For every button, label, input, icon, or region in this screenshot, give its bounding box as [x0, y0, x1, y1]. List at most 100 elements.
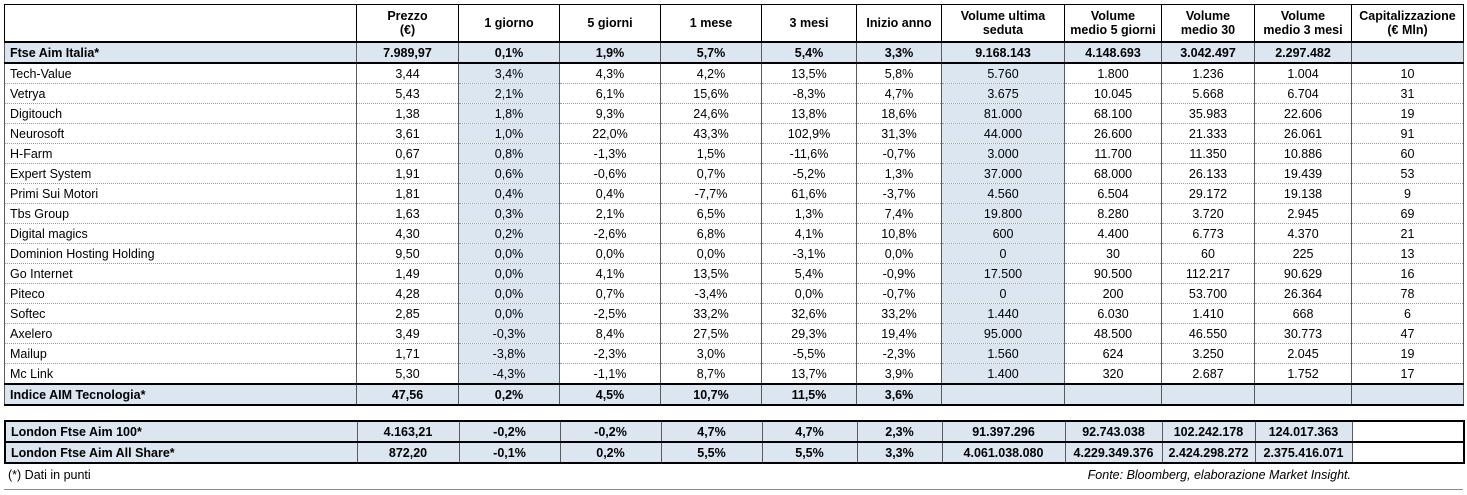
data-cell: 47,56	[356, 383, 459, 406]
data-cell: 35.983	[1161, 103, 1255, 124]
data-cell: 6.704	[1254, 83, 1352, 104]
data-cell: 0,0%	[856, 243, 942, 264]
row-go-internet: Go Internet 1,49 0,0% 4,1% 13,5% 5,4% -0,9% 17.…	[4, 263, 1464, 284]
data-cell: 0,0%	[458, 283, 560, 304]
data-cell: 61,6%	[761, 183, 857, 204]
name-cell: Digital magics	[4, 223, 357, 244]
data-cell: 68.100	[1064, 103, 1162, 124]
data-cell: 13,5%	[660, 263, 762, 284]
data-cell: 90.500	[1064, 263, 1162, 284]
data-cell: 2.375.416.071	[1254, 441, 1353, 464]
data-cell: 1.560	[941, 343, 1065, 364]
data-cell: 31,3%	[856, 123, 942, 144]
data-cell: 15,6%	[660, 83, 762, 104]
data-cell: 13,7%	[761, 363, 857, 384]
name-cell: London Ftse Aim All Share*	[4, 441, 358, 464]
data-cell	[941, 383, 1065, 406]
data-cell: 37.000	[941, 163, 1065, 184]
data-cell: 26.061	[1254, 123, 1352, 144]
data-cell	[1254, 383, 1352, 406]
data-cell: -0,7%	[856, 143, 942, 164]
col-header-volume-ultima-seduta: Volume ultima seduta	[941, 4, 1065, 43]
data-cell: 13	[1351, 243, 1464, 264]
data-cell: 4.148.693	[1064, 41, 1162, 64]
data-cell: 9.168.143	[941, 41, 1065, 64]
data-cell: 1.004	[1254, 62, 1352, 84]
data-cell: 9	[1351, 183, 1464, 204]
data-cell: 11.700	[1064, 143, 1162, 164]
data-cell: 22.606	[1254, 103, 1352, 124]
row-primi-sui-motori: Primi Sui Motori 1,81 0,4% 0,4% -7,7% 61,6% -3…	[4, 183, 1464, 204]
col-header-inizio-anno: Inizio anno	[856, 4, 942, 43]
data-cell: -5,2%	[761, 163, 857, 184]
data-cell: 5.668	[1161, 83, 1255, 104]
col-header-1-mese: 1 mese	[660, 4, 762, 43]
data-cell: 0	[941, 243, 1065, 264]
data-cell: 8.280	[1064, 203, 1162, 224]
data-cell: 5,43	[356, 83, 459, 104]
data-cell	[1351, 41, 1464, 64]
data-cell: 1.400	[941, 363, 1065, 384]
data-cell: 29,3%	[761, 323, 857, 344]
data-cell: 69	[1351, 203, 1464, 224]
data-cell: 6,1%	[559, 83, 661, 104]
data-cell: 2,1%	[559, 203, 661, 224]
data-cell: 30	[1064, 243, 1162, 264]
data-cell: -0,3%	[458, 323, 560, 344]
data-cell	[1351, 441, 1465, 464]
data-cell: 2.045	[1254, 343, 1352, 364]
data-cell: 4,3%	[559, 62, 661, 84]
row-expert-system: Expert System 1,91 0,6% -0,6% 0,7% -5,2% 1,3% 3…	[4, 163, 1464, 184]
data-cell: 17	[1351, 363, 1464, 384]
data-cell: 0,7%	[660, 163, 762, 184]
data-cell: 6,5%	[660, 203, 762, 224]
data-cell: 4,7%	[660, 420, 763, 443]
data-cell: 5,5%	[660, 441, 763, 464]
data-cell: 3,0%	[660, 343, 762, 364]
data-cell: 4,28	[356, 283, 459, 304]
data-cell: 95.000	[941, 323, 1065, 344]
col-header-3-mesi: 3 mesi	[761, 4, 857, 43]
data-cell: 90.629	[1254, 263, 1352, 284]
data-cell: -4,3%	[458, 363, 560, 384]
data-cell: 1,38	[356, 103, 459, 124]
data-cell: 8,7%	[660, 363, 762, 384]
data-cell: 19.439	[1254, 163, 1352, 184]
data-cell: -3,1%	[761, 243, 857, 264]
data-cell: -3,4%	[660, 283, 762, 304]
data-cell: 11.350	[1161, 143, 1255, 164]
name-cell: Digitouch	[4, 103, 357, 124]
data-cell: 91.397.296	[941, 420, 1066, 443]
data-cell: 5.760	[941, 62, 1065, 84]
data-cell: 4,7%	[761, 420, 858, 443]
data-cell: 3,9%	[856, 363, 942, 384]
data-cell: 5,4%	[761, 263, 857, 284]
data-cell: 1,0%	[458, 123, 560, 144]
data-cell: 7,4%	[856, 203, 942, 224]
data-cell: 68.000	[1064, 163, 1162, 184]
data-cell: 3.720	[1161, 203, 1255, 224]
data-cell: 0,6%	[458, 163, 560, 184]
name-cell: Axelero	[4, 323, 357, 344]
data-cell: 19	[1351, 103, 1464, 124]
data-cell: -1,3%	[559, 143, 661, 164]
data-cell: 1.800	[1064, 62, 1162, 84]
data-cell: 1,9%	[559, 41, 661, 64]
data-cell	[1064, 383, 1162, 406]
data-cell: 0,0%	[458, 303, 560, 324]
name-cell: Indice AIM Tecnologia*	[4, 383, 357, 406]
row-h-farm: H-Farm 0,67 0,8% -1,3% 1,5% -11,6% -0,7% 3.000 1…	[4, 143, 1464, 164]
data-cell: 0,7%	[559, 283, 661, 304]
name-cell: Neurosoft	[4, 123, 357, 144]
data-cell: 18,6%	[856, 103, 942, 124]
footer: (*) Dati in punti Fonte: Bloomberg, elab…	[4, 464, 1463, 489]
data-cell: 9,50	[356, 243, 459, 264]
data-cell: -5,5%	[761, 343, 857, 364]
col-header-prezzo: Prezzo (€)	[356, 4, 459, 43]
data-cell: 46.550	[1161, 323, 1255, 344]
data-cell	[1161, 383, 1255, 406]
col-header-volume-medio-5-giorni: Volume medio 5 giorni	[1064, 4, 1162, 43]
data-cell: 5,5%	[761, 441, 858, 464]
name-cell: Ftse Aim Italia*	[4, 41, 357, 64]
data-cell: 1,3%	[761, 203, 857, 224]
